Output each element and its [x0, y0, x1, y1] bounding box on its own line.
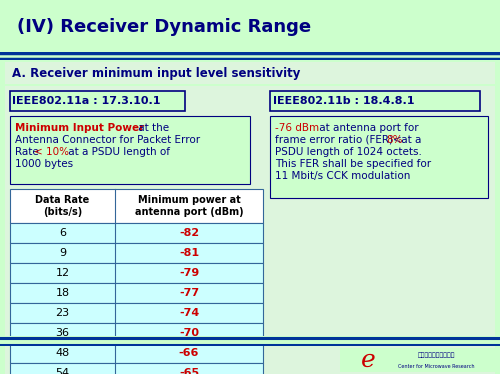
Text: Antenna Connector for Packet Error: Antenna Connector for Packet Error: [15, 135, 200, 145]
Text: 36: 36: [56, 328, 70, 338]
Text: This FER shall be specified for: This FER shall be specified for: [275, 159, 431, 169]
Text: Rate: Rate: [15, 147, 42, 157]
Text: at a: at a: [398, 135, 421, 145]
Text: frame error ratio (FER)<: frame error ratio (FER)<: [275, 135, 402, 145]
Bar: [10, 243, 263, 263]
Bar: [270, 91, 480, 111]
Text: (IV) Receiver Dynamic Range: (IV) Receiver Dynamic Range: [17, 18, 312, 37]
Bar: [10, 91, 185, 111]
Text: IEEE802.11a : 17.3.10.1: IEEE802.11a : 17.3.10.1: [12, 96, 160, 106]
Bar: [10, 189, 263, 223]
Text: -81: -81: [179, 248, 199, 258]
Text: 中正大學電機研究中心: 中正大學電機研究中心: [418, 352, 455, 358]
Text: 8%: 8%: [386, 135, 402, 145]
Text: 6: 6: [59, 228, 66, 238]
Text: -70: -70: [179, 328, 199, 338]
Text: 1000 bytes: 1000 bytes: [15, 159, 73, 169]
Bar: [10, 343, 263, 363]
Text: Minimum Input Power: Minimum Input Power: [15, 123, 144, 133]
Text: -76 dBm: -76 dBm: [275, 123, 319, 133]
Text: 18: 18: [56, 288, 70, 298]
Bar: [10, 323, 263, 343]
Text: Minimum power at
antenna port (dBm): Minimum power at antenna port (dBm): [134, 195, 244, 217]
Text: 9: 9: [59, 248, 66, 258]
Bar: [10, 303, 263, 323]
Bar: [10, 363, 263, 374]
Bar: [10, 263, 263, 283]
Text: A. Receiver minimum input level sensitivity: A. Receiver minimum input level sensitiv…: [12, 67, 300, 80]
Text: at a PSDU length of: at a PSDU length of: [65, 147, 170, 157]
Text: -79: -79: [179, 268, 199, 278]
Text: ℯ: ℯ: [360, 348, 376, 372]
Text: 54: 54: [56, 368, 70, 374]
Text: Data Rate
(bits/s): Data Rate (bits/s): [36, 195, 90, 217]
Text: -77: -77: [179, 288, 199, 298]
Text: 23: 23: [56, 308, 70, 318]
Text: -66: -66: [179, 348, 199, 358]
Text: 11 Mbit/s CCK modulation: 11 Mbit/s CCK modulation: [275, 171, 410, 181]
Bar: [10, 223, 263, 243]
Bar: [10, 283, 263, 303]
Text: PSDU length of 1024 octets.: PSDU length of 1024 octets.: [275, 147, 422, 157]
Text: at antenna port for: at antenna port for: [316, 123, 418, 133]
Text: 48: 48: [56, 348, 70, 358]
Text: < 10%: < 10%: [34, 147, 69, 157]
Text: -82: -82: [179, 228, 199, 238]
Text: 12: 12: [56, 268, 70, 278]
Text: at the: at the: [135, 123, 169, 133]
Text: Center for Microwave Research: Center for Microwave Research: [398, 364, 474, 368]
Bar: [270, 116, 488, 198]
Text: IEEE802.11b : 18.4.8.1: IEEE802.11b : 18.4.8.1: [273, 96, 414, 106]
Text: -74: -74: [179, 308, 199, 318]
Text: -65: -65: [179, 368, 199, 374]
Bar: [10, 116, 250, 184]
